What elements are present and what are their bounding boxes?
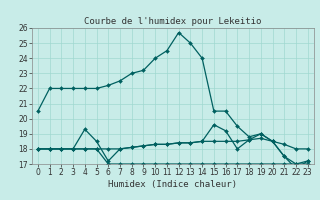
Title: Courbe de l'humidex pour Lekeitio: Courbe de l'humidex pour Lekeitio <box>84 17 261 26</box>
X-axis label: Humidex (Indice chaleur): Humidex (Indice chaleur) <box>108 180 237 189</box>
